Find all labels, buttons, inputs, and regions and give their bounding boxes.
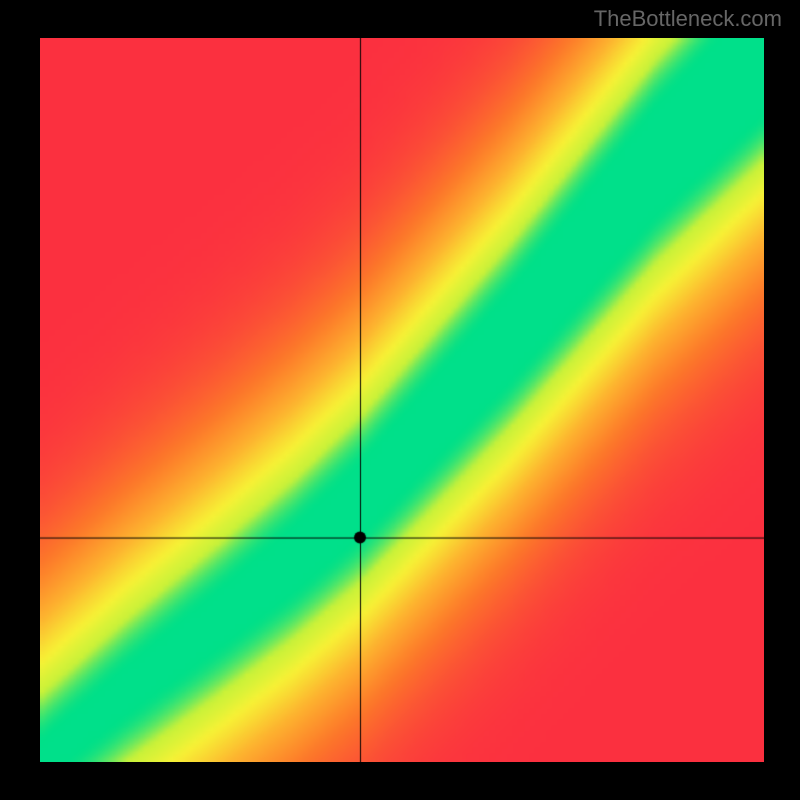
watermark-text: TheBottleneck.com	[594, 6, 782, 32]
chart-container: TheBottleneck.com	[0, 0, 800, 800]
heatmap-plot	[40, 38, 764, 762]
heatmap-canvas	[40, 38, 764, 762]
